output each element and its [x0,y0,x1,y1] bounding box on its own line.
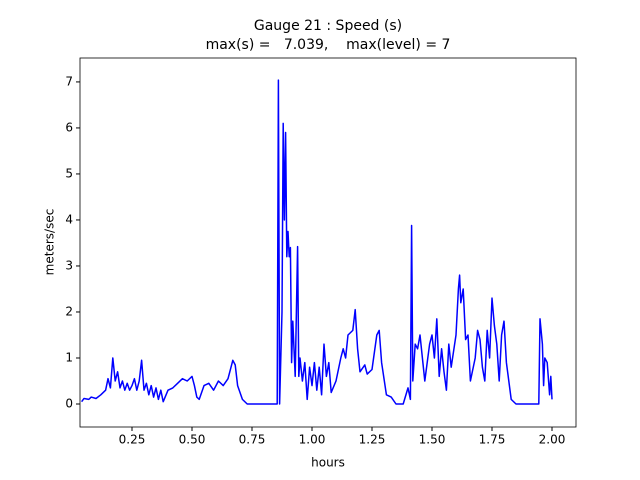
y-tick-label: 4 [65,212,73,226]
chart-title: Gauge 21 : Speed (s) [254,18,402,34]
series-line [81,79,553,405]
y-tick-label: 1 [65,350,73,364]
y-tick-label: 7 [65,74,73,88]
y-tick-label: 2 [65,304,73,318]
x-tick-label: 1.50 [419,433,446,447]
x-tick-label: 1.75 [479,433,506,447]
x-tick-label: 0.50 [179,433,206,447]
x-tick-label: 0.75 [239,433,266,447]
x-axis-label: hours [311,456,345,470]
y-tick-label: 3 [65,258,73,272]
plot-frame [79,57,577,428]
y-tick-label: 0 [65,396,73,410]
x-tick-label: 0.25 [119,433,146,447]
x-tick-label: 2.00 [539,433,566,447]
x-tick-label: 1.25 [359,433,386,447]
y-tick-label: 6 [65,120,73,134]
y-tick-label: 5 [65,166,73,180]
x-tick-label: 1.00 [299,433,326,447]
chart-subtitle: max(s) = 7.039, max(level) = 7 [206,37,451,53]
y-axis-label: meters/sec [43,209,57,276]
